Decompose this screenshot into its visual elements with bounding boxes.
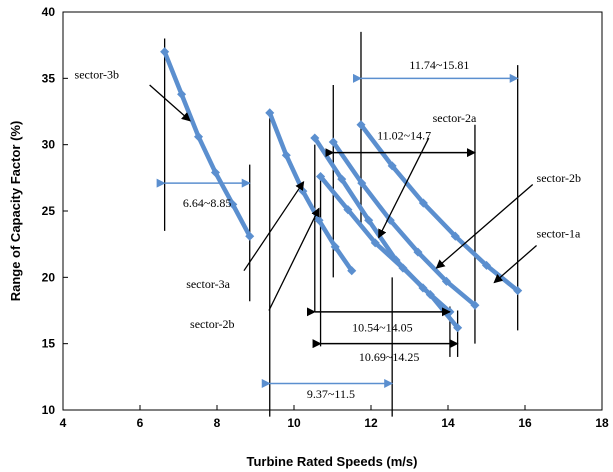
series-point <box>356 120 366 130</box>
y-tick-label: 10 <box>42 403 56 417</box>
range-label: 11.74~15.81 <box>409 58 469 72</box>
series-point <box>314 215 324 225</box>
x-tick-label: 18 <box>595 416 609 430</box>
y-tick-label: 30 <box>42 138 56 152</box>
series-line-2 <box>267 110 354 273</box>
series-point <box>387 161 397 171</box>
axis-ticks: 4 6 8 10 12 14 16 18 10 15 20 25 30 35 40 <box>42 5 609 430</box>
range-label: 11.02~14.7 <box>377 128 431 142</box>
annotation-label: sector-2b <box>190 317 234 331</box>
y-tick-label: 35 <box>42 71 56 85</box>
series-point <box>160 47 170 57</box>
series-point <box>210 168 220 178</box>
annotation-label: sector-3b <box>75 67 119 81</box>
y-tick-label: 40 <box>42 5 56 19</box>
x-tick-label: 12 <box>364 416 378 430</box>
annotations: sector-3b sector-3a sector-2b sector-2a sect… <box>75 67 581 330</box>
x-tick-label: 16 <box>518 416 532 430</box>
range-label: 9.37~11.5 <box>307 387 355 401</box>
x-tick-label: 14 <box>441 416 455 430</box>
annotation-arrow <box>378 137 430 239</box>
series-group <box>160 47 523 333</box>
range-label: 6.64~8.85 <box>183 196 232 210</box>
series-point <box>418 198 428 208</box>
y-tick-label: 15 <box>42 337 56 351</box>
x-axis-label: Turbine Rated Speeds (m/s) <box>247 454 418 469</box>
range-label: 10.69~14.25 <box>359 350 420 364</box>
plot-frame <box>62 11 603 411</box>
series-point <box>228 199 238 209</box>
annotation-arrow <box>493 245 537 284</box>
range-markers: 6.64~8.85 9.37~11.5 10.69~14.25 10.54~14.05… <box>156 58 519 401</box>
series-point <box>177 89 187 99</box>
annotation-arrow <box>149 84 191 122</box>
reference-lines <box>163 31 519 417</box>
series-line-6 <box>358 122 520 293</box>
annotation-label: sector-3a <box>186 277 230 291</box>
y-tick-label: 25 <box>42 204 56 218</box>
annotation-arrow <box>435 183 534 269</box>
annotation-label: sector-2a <box>433 111 477 125</box>
series-line-5 <box>331 139 478 308</box>
series-line-1 <box>162 49 252 239</box>
range-label: 10.54~14.05 <box>352 321 413 335</box>
series-point <box>265 108 275 118</box>
annotation-arrow <box>243 180 305 272</box>
series-point <box>337 174 347 184</box>
x-tick-label: 10 <box>287 416 301 430</box>
series-line-4 <box>312 135 453 315</box>
annotation-arrow <box>268 207 320 311</box>
series-point <box>328 137 338 147</box>
x-tick-label: 4 <box>60 416 67 430</box>
series-point <box>343 205 353 215</box>
series-point <box>370 238 380 248</box>
x-tick-label: 6 <box>137 416 144 430</box>
plot-area <box>62 11 603 411</box>
x-tick-label: 8 <box>214 416 221 430</box>
annotation-label: sector-1a <box>537 227 581 241</box>
series-point <box>281 150 291 160</box>
series-point <box>193 132 204 142</box>
y-tick-label: 20 <box>42 270 56 284</box>
y-axis-label: Range of Capacity Factor (%) <box>8 121 23 302</box>
annotation-label: sector-2b <box>537 171 581 185</box>
